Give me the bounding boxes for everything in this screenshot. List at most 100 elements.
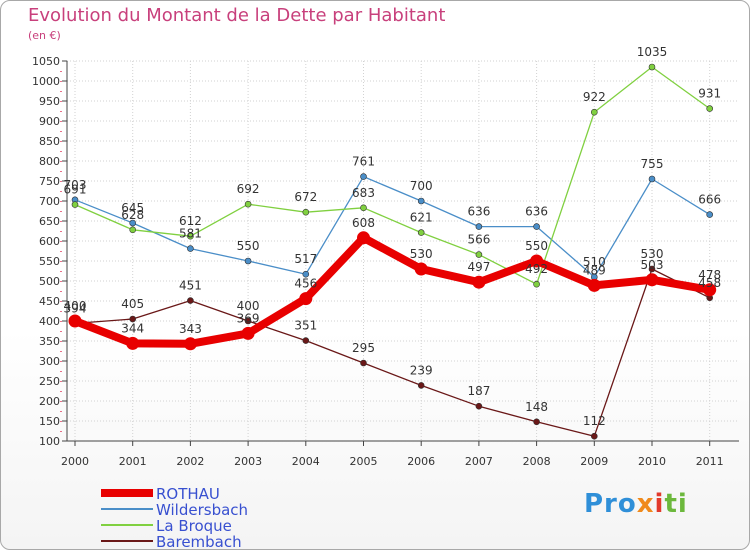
data-label: 400 bbox=[237, 299, 260, 313]
data-point bbox=[417, 382, 425, 389]
data-label: 703 bbox=[64, 178, 87, 192]
x-tick-label: 2000 bbox=[61, 455, 89, 468]
data-label: 581 bbox=[179, 227, 202, 241]
data-label: 295 bbox=[352, 341, 375, 355]
data-point bbox=[475, 223, 483, 230]
data-label: 666 bbox=[698, 193, 721, 207]
data-point bbox=[587, 278, 601, 292]
data-point bbox=[533, 223, 540, 230]
x-tick-label: 2008 bbox=[523, 455, 551, 468]
data-label: 691 bbox=[64, 183, 87, 197]
data-label: 530 bbox=[641, 247, 664, 261]
y-tick-label: 900 bbox=[39, 115, 60, 128]
data-point bbox=[126, 336, 140, 350]
data-label: 344 bbox=[121, 321, 144, 335]
data-label: 343 bbox=[179, 322, 202, 336]
data-point bbox=[302, 208, 310, 216]
x-tick-label: 2003 bbox=[234, 455, 262, 468]
data-label: 612 bbox=[179, 214, 202, 228]
data-point bbox=[530, 254, 544, 268]
x-tick-label: 2001 bbox=[119, 455, 147, 468]
series-line bbox=[74, 175, 711, 278]
y-tick-label: 850 bbox=[39, 135, 60, 148]
data-label: 755 bbox=[641, 157, 664, 171]
data-point bbox=[244, 257, 252, 265]
data-point bbox=[68, 314, 82, 328]
y-tick-label: 400 bbox=[39, 315, 60, 328]
data-point bbox=[360, 204, 367, 212]
data-label: 922 bbox=[583, 90, 606, 104]
data-label: 489 bbox=[583, 263, 606, 277]
data-label: 351 bbox=[294, 319, 317, 333]
data-point bbox=[706, 211, 714, 218]
proxiti-logo: Proxiti bbox=[584, 489, 688, 519]
data-label: 112 bbox=[583, 414, 606, 428]
data-point bbox=[648, 63, 656, 71]
data-point bbox=[648, 265, 656, 273]
data-point bbox=[129, 219, 136, 227]
logo-part: i bbox=[654, 489, 665, 519]
data-point bbox=[645, 273, 659, 287]
data-point bbox=[71, 201, 79, 208]
data-label: 478 bbox=[698, 268, 721, 282]
data-label: 608 bbox=[352, 216, 375, 230]
data-label: 187 bbox=[467, 384, 490, 398]
data-point bbox=[590, 432, 598, 440]
y-tick-label: 800 bbox=[39, 155, 60, 168]
x-tick-label: 2011 bbox=[696, 455, 724, 468]
data-label: 692 bbox=[237, 182, 260, 196]
legend-label: ROTHAU bbox=[156, 485, 220, 503]
data-label: 672 bbox=[294, 190, 317, 204]
data-point bbox=[706, 105, 714, 112]
data-point bbox=[360, 173, 367, 180]
data-point bbox=[241, 326, 255, 340]
data-label: 492 bbox=[525, 262, 548, 276]
x-tick-label: 2010 bbox=[638, 455, 666, 468]
data-label: 566 bbox=[467, 233, 490, 247]
data-label: 550 bbox=[525, 239, 548, 253]
legend-label: La Broque bbox=[156, 517, 232, 535]
series-line bbox=[74, 268, 711, 437]
y-tick-label: 450 bbox=[39, 295, 60, 308]
data-label: 148 bbox=[525, 400, 548, 414]
x-tick-label: 2002 bbox=[176, 455, 204, 468]
data-point bbox=[299, 292, 313, 306]
data-label: 636 bbox=[467, 205, 490, 219]
logo-part: ti bbox=[664, 489, 688, 519]
data-point bbox=[475, 402, 483, 410]
data-label: 761 bbox=[352, 155, 375, 169]
data-label: 636 bbox=[525, 205, 548, 219]
x-tick-label: 2006 bbox=[407, 455, 435, 468]
data-point bbox=[187, 245, 194, 252]
data-label: 405 bbox=[121, 297, 144, 311]
data-point bbox=[244, 200, 252, 208]
y-tick-label: 600 bbox=[39, 235, 60, 248]
data-point bbox=[475, 251, 483, 258]
y-tick-label: 1050 bbox=[32, 55, 60, 68]
data-label: 621 bbox=[410, 211, 433, 225]
x-tick-label: 2004 bbox=[292, 455, 320, 468]
data-label: 497 bbox=[467, 260, 490, 274]
data-point bbox=[244, 317, 252, 325]
data-point bbox=[187, 297, 194, 304]
logo-part: Pro bbox=[584, 489, 637, 519]
chart-title: Evolution du Montant de la Dette par Hab… bbox=[28, 5, 446, 26]
x-tick-label: 2007 bbox=[465, 455, 493, 468]
data-point bbox=[357, 231, 370, 245]
data-point bbox=[183, 337, 197, 351]
y-tick-label: 200 bbox=[39, 395, 60, 408]
data-label: 369 bbox=[237, 311, 260, 325]
y-tick-label: 250 bbox=[39, 375, 60, 388]
data-label: 458 bbox=[698, 276, 721, 290]
y-tick-label: 100 bbox=[39, 435, 60, 448]
y-tick-label: 150 bbox=[39, 415, 60, 428]
data-label: 510 bbox=[583, 255, 606, 269]
data-point bbox=[302, 270, 310, 278]
data-label: 451 bbox=[179, 279, 202, 293]
data-point bbox=[302, 337, 310, 344]
data-label: 1035 bbox=[637, 45, 668, 59]
data-point bbox=[129, 226, 136, 234]
data-label: 239 bbox=[410, 363, 433, 377]
